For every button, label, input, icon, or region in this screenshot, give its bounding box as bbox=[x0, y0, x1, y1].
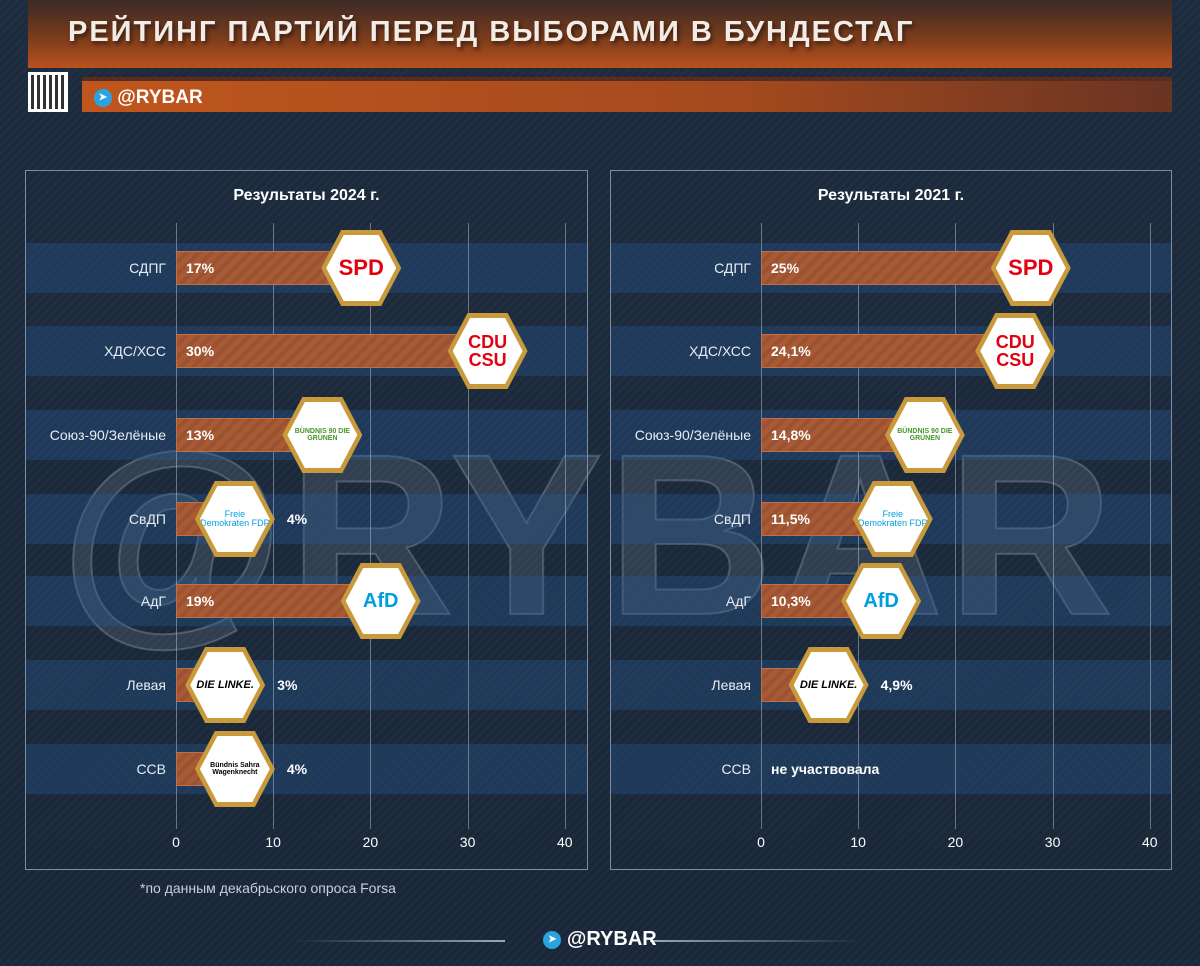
bar bbox=[176, 584, 361, 618]
party-logo: DIE LINKE. bbox=[185, 647, 266, 723]
category-label: ХДС/ХСС bbox=[104, 343, 166, 359]
value-label: 4,9% bbox=[880, 677, 913, 693]
party-logo-text: SPD bbox=[995, 235, 1066, 301]
value-label: 25% bbox=[771, 260, 800, 276]
party-logo: AfD bbox=[841, 563, 922, 639]
category-label: Левая bbox=[126, 677, 166, 693]
footer: ➤ @RYBAR bbox=[0, 928, 1200, 951]
party-logo: Freie Demokraten FDP bbox=[194, 481, 275, 557]
party-logo-text: DIE LINKE. bbox=[793, 652, 864, 718]
chart-2024: Результаты 2024 г. 0 10 20 30 40 СДПГ SPD 17% ХДС… bbox=[25, 170, 588, 870]
party-logo-text: BÜNDNIS 90 DIE GRÜNEN bbox=[889, 402, 960, 468]
x-tick-label: 30 bbox=[459, 834, 476, 850]
row-band bbox=[26, 494, 587, 544]
party-logo-text: Freie Demokraten FDP bbox=[199, 486, 270, 552]
category-label: ССВ bbox=[721, 761, 751, 777]
footer-divider-left bbox=[295, 940, 505, 942]
value-label: 24,1% bbox=[771, 343, 811, 359]
category-label: СДПГ bbox=[714, 260, 751, 276]
value-label: 19% bbox=[186, 593, 215, 609]
x-tick-label: 10 bbox=[850, 834, 866, 850]
party-logo-text: Freie Demokraten FDP bbox=[857, 486, 928, 552]
party-logo-text: AfD bbox=[345, 568, 416, 634]
x-tick-label: 20 bbox=[362, 834, 379, 850]
chart-title: Результаты 2021 г. bbox=[817, 187, 965, 204]
bar bbox=[176, 334, 468, 368]
chart-title: Результаты 2024 г. bbox=[233, 187, 380, 204]
value-label: 11,5% bbox=[771, 511, 810, 527]
value-label: 17% bbox=[186, 260, 215, 276]
handle-bar: ➤ @RYBAR bbox=[82, 77, 1172, 112]
value-label: 14,8% bbox=[771, 427, 811, 443]
party-logo: BÜNDNIS 90 DIE GRÜNEN bbox=[884, 397, 965, 473]
party-logo-text: Bündnis Sahra Wagenknecht bbox=[199, 736, 270, 802]
gridline bbox=[564, 223, 566, 829]
party-logo: Freie Demokraten FDP bbox=[852, 481, 933, 557]
gridline bbox=[1052, 223, 1054, 829]
party-logo-text: AfD bbox=[846, 568, 917, 634]
party-logo: CDU CSU bbox=[447, 313, 528, 389]
footnote: *по данным декабрьского опроса Forsa bbox=[140, 880, 396, 896]
x-tick-label: 40 bbox=[557, 834, 573, 850]
value-label: 3% bbox=[277, 677, 298, 693]
bar bbox=[176, 251, 342, 285]
footer-divider-right bbox=[650, 940, 860, 942]
value-label: 10,3% bbox=[771, 593, 811, 609]
value-label: 4% bbox=[286, 761, 308, 777]
party-logo: CDU CSU bbox=[975, 313, 1056, 389]
party-logo: AfD bbox=[340, 563, 421, 639]
telegram-icon: ➤ bbox=[543, 930, 562, 949]
party-logo: BÜNDNIS 90 DIE GRÜNEN bbox=[282, 397, 363, 473]
party-logo-text: CDU CSU bbox=[980, 318, 1051, 384]
category-label: ХДС/ХСС bbox=[689, 343, 751, 359]
x-tick-label: 0 bbox=[757, 834, 765, 850]
category-label: СДПГ bbox=[129, 260, 166, 276]
chart-2021: Результаты 2021 г. 0 10 20 30 40 СДПГ SPD 25% ХДС… bbox=[610, 170, 1172, 870]
row-band bbox=[26, 744, 587, 794]
x-tick-label: 40 bbox=[1142, 834, 1158, 850]
value-label: 4% bbox=[286, 511, 308, 527]
row-band bbox=[611, 660, 1171, 710]
category-label: СвДП bbox=[128, 511, 166, 527]
category-label: АдГ bbox=[140, 593, 166, 609]
gridline bbox=[955, 223, 957, 829]
party-logo-text: CDU CSU bbox=[452, 318, 523, 384]
row-band bbox=[611, 744, 1171, 794]
category-label: Союз-90/Зелёные bbox=[49, 427, 166, 443]
gridline bbox=[370, 223, 372, 829]
x-tick-label: 20 bbox=[947, 834, 964, 850]
party-logo: SPD bbox=[990, 230, 1071, 306]
qr-code bbox=[28, 72, 68, 112]
category-label: ССВ bbox=[136, 761, 166, 777]
value-label: 13% bbox=[186, 427, 215, 443]
party-logo-text: SPD bbox=[326, 235, 397, 301]
value-label: 30% bbox=[186, 343, 215, 359]
bar bbox=[761, 251, 1011, 285]
bar bbox=[761, 418, 905, 452]
category-label: СвДП bbox=[713, 511, 751, 527]
gridline bbox=[273, 223, 275, 829]
x-tick-label: 10 bbox=[265, 834, 281, 850]
bar bbox=[176, 418, 303, 452]
row-band bbox=[26, 660, 587, 710]
value-label: не участвовала bbox=[771, 761, 880, 777]
party-logo: DIE LINKE. bbox=[788, 647, 869, 723]
gridline bbox=[467, 223, 469, 829]
x-tick-label: 30 bbox=[1044, 834, 1061, 850]
category-label: Союз-90/Зелёные bbox=[634, 427, 751, 443]
party-logo: Bündnis Sahra Wagenknecht bbox=[194, 731, 275, 807]
party-logo: SPD bbox=[321, 230, 402, 306]
gridline bbox=[1149, 223, 1151, 829]
channel-handle[interactable]: @RYBAR bbox=[117, 87, 203, 108]
telegram-icon: ➤ bbox=[94, 88, 112, 107]
party-logo-text: BÜNDNIS 90 DIE GRÜNEN bbox=[287, 402, 358, 468]
category-label: Левая bbox=[711, 677, 751, 693]
party-logo-text: DIE LINKE. bbox=[190, 652, 261, 718]
page-title: РЕЙТИНГ ПАРТИЙ ПЕРЕД ВЫБОРАМИ В БУНДЕСТА… bbox=[68, 16, 915, 48]
category-label: АдГ bbox=[725, 593, 751, 609]
bar bbox=[761, 334, 996, 368]
footer-handle[interactable]: @RYBAR bbox=[566, 928, 657, 950]
x-tick-label: 0 bbox=[172, 834, 180, 850]
title-bar: РЕЙТИНГ ПАРТИЙ ПЕРЕД ВЫБОРАМИ В БУНДЕСТА… bbox=[28, 0, 1172, 68]
